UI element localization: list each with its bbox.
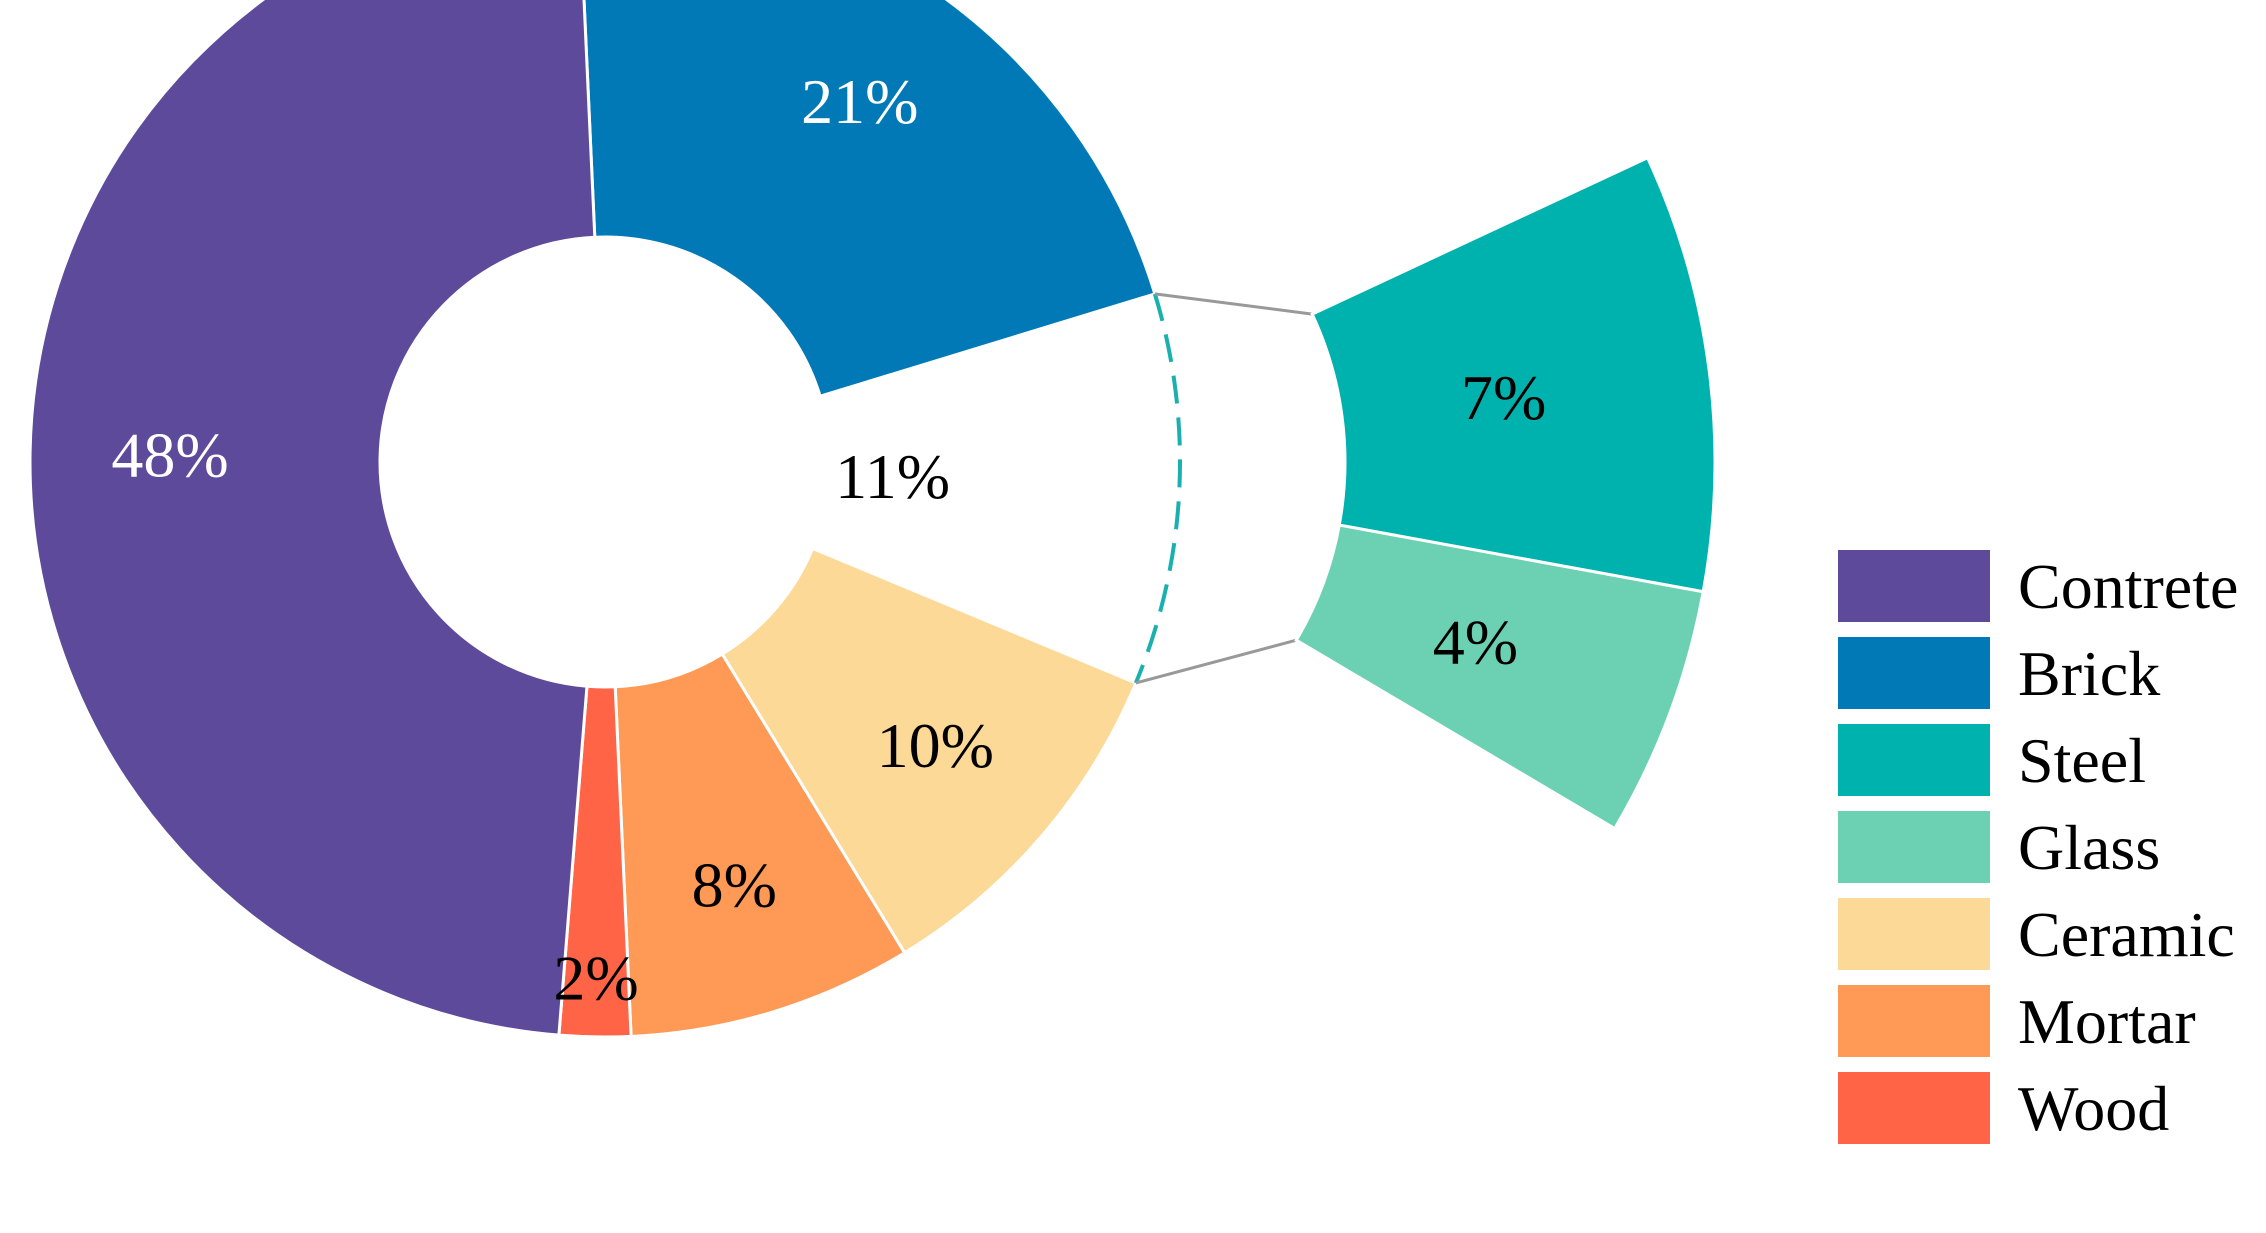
legend-label-mortar: Mortar	[2018, 986, 2196, 1057]
legend-label-contrete: Contrete	[2018, 551, 2238, 622]
donut-slices	[28, 0, 1157, 1039]
slice-mortar	[613, 651, 907, 1038]
slice-brick	[582, 0, 1157, 399]
legend-swatch-brick	[1838, 637, 1990, 709]
data-label-metal-group: 11%	[835, 441, 950, 512]
slice-glass	[1294, 523, 1705, 831]
slice-ceramic	[720, 546, 1138, 955]
data-label-brick: 21%	[801, 66, 918, 137]
legend-label-steel: Steel	[2018, 725, 2146, 796]
legend-swatch-contrete	[1838, 550, 1990, 622]
data-label-steel: 7%	[1461, 362, 1546, 433]
legend-swatch-steel	[1838, 724, 1990, 796]
legend: Contrete Brick Steel Glass Ceramic Mortar Wood	[1838, 550, 2238, 1144]
legend-swatch-ceramic	[1838, 898, 1990, 970]
legend-label-ceramic: Ceramic	[2018, 899, 2235, 970]
data-label-ceramic: 10%	[877, 710, 994, 781]
slice-contrete	[28, 0, 597, 1037]
breakdown-connector	[1134, 292, 1313, 685]
connector-bottom	[1135, 638, 1297, 685]
legend-label-glass: Glass	[2018, 812, 2160, 883]
breakdown-slices	[1294, 155, 1717, 831]
data-label-glass: 4%	[1433, 607, 1518, 678]
legend-swatch-glass	[1838, 811, 1990, 883]
slice-labels: 21% 11% 10% 8% 2% 48% 7% 4%	[111, 66, 1546, 1014]
group-outline	[1134, 293, 1182, 684]
legend-swatch-wood	[1838, 1072, 1990, 1144]
data-label-mortar: 8%	[692, 850, 777, 921]
slice-steel	[1310, 155, 1717, 594]
legend-label-brick: Brick	[2018, 638, 2160, 709]
legend-swatch-mortar	[1838, 985, 1990, 1057]
data-label-wood: 2%	[553, 942, 638, 1013]
connector-top	[1154, 292, 1313, 316]
legend-label-wood: Wood	[2018, 1073, 2169, 1144]
data-label-contrete: 48%	[111, 419, 228, 490]
